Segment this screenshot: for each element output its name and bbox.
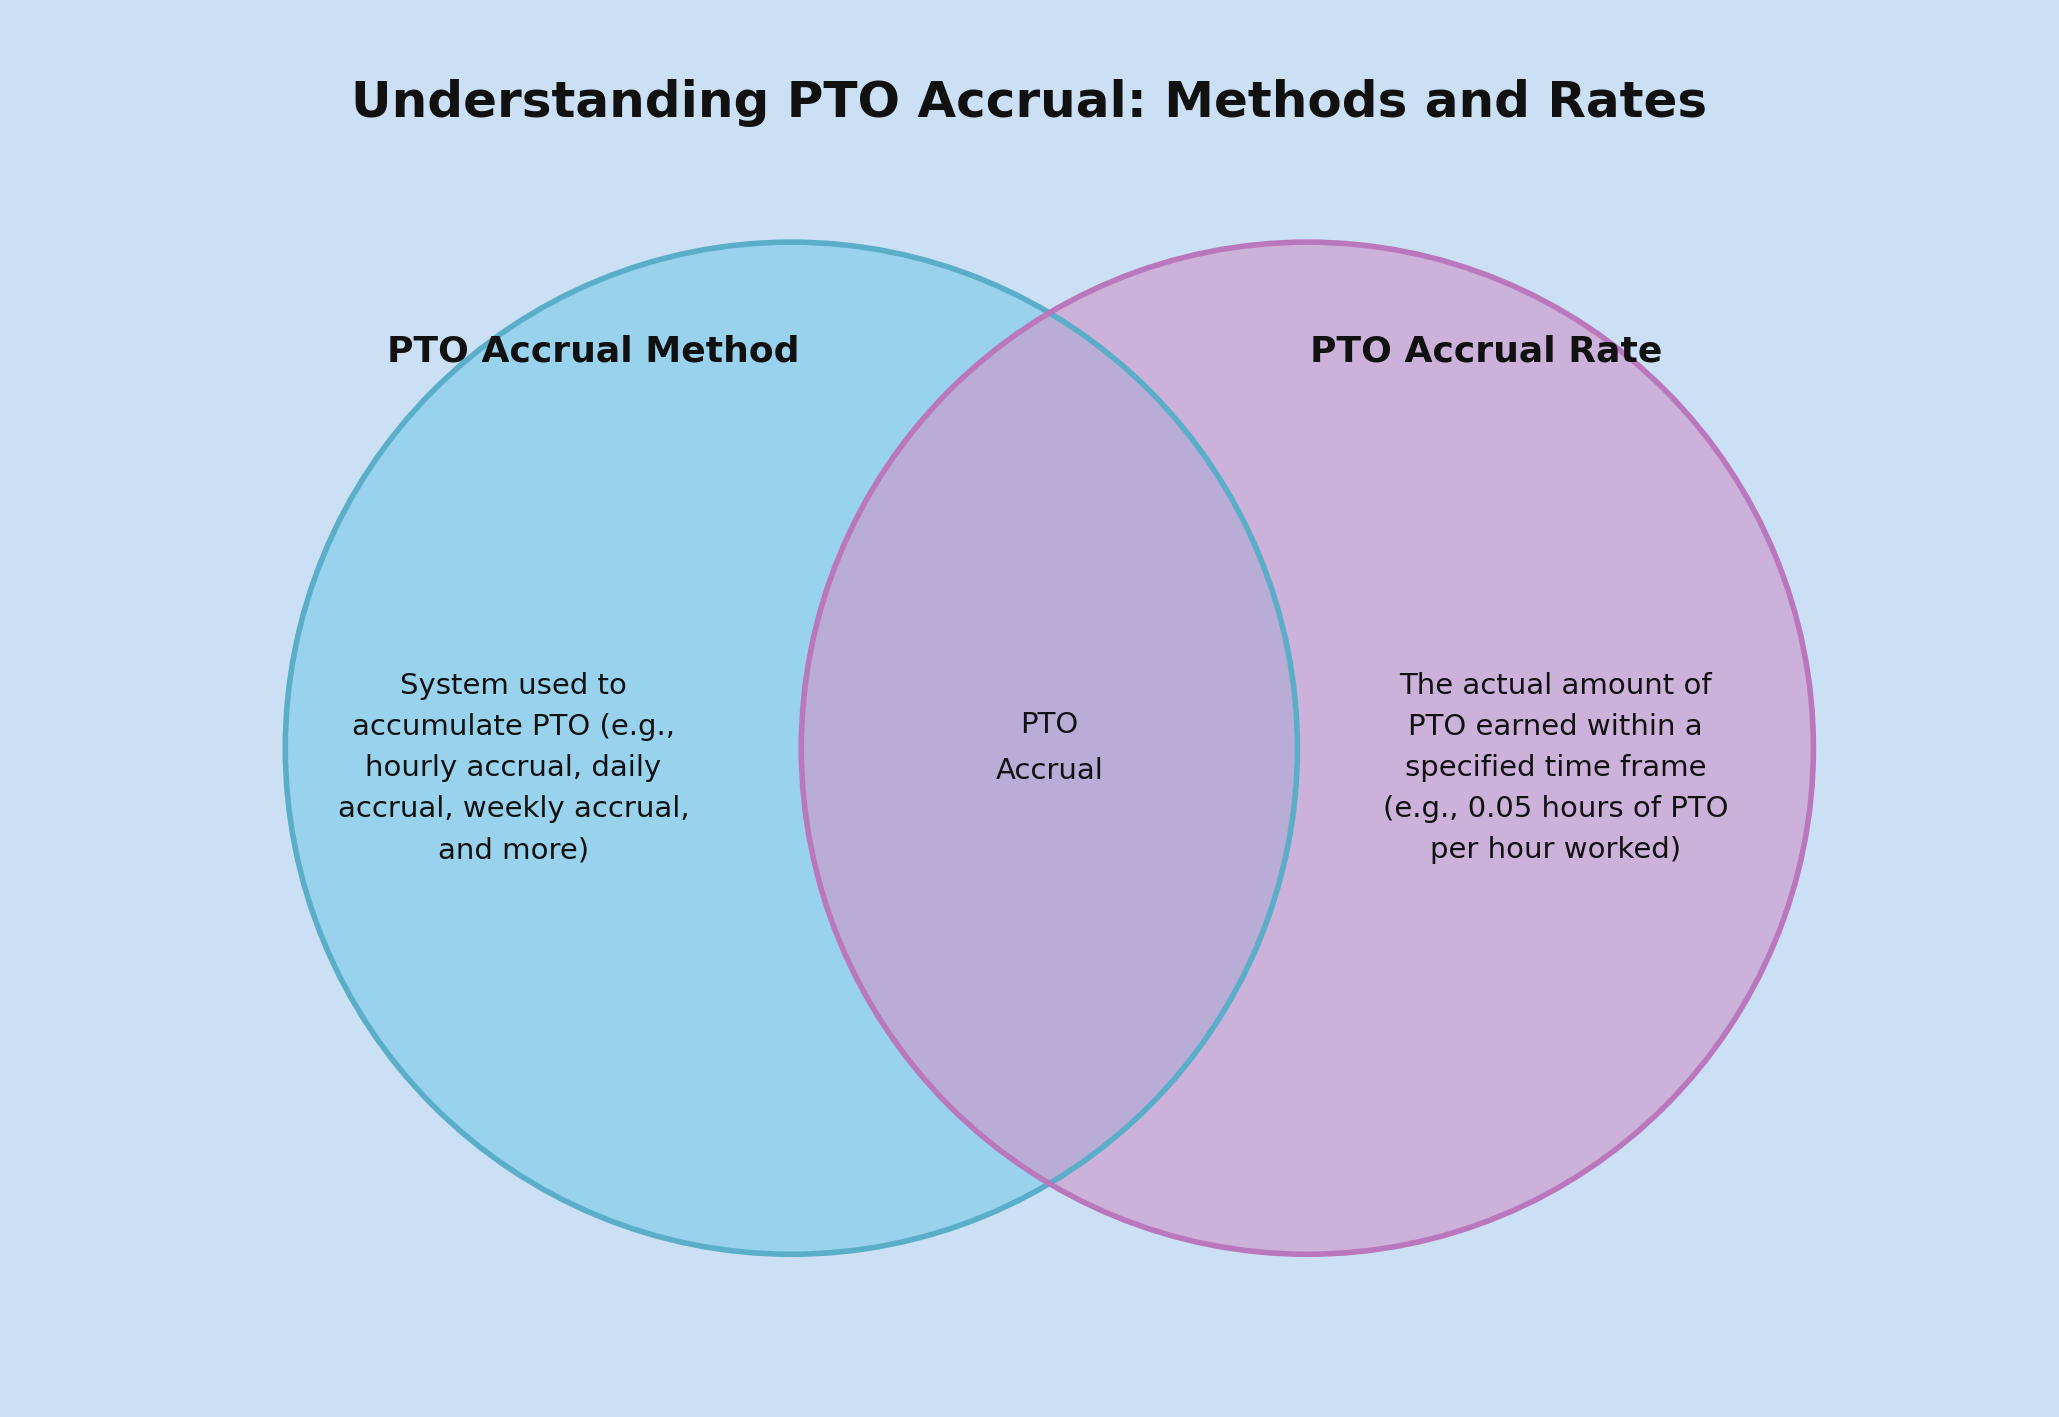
Text: The actual amount of
PTO earned within a
specified time frame
(e.g., 0.05 hours : The actual amount of PTO earned within a… (1384, 672, 1728, 864)
Text: PTO Accrual Rate: PTO Accrual Rate (1310, 334, 1662, 368)
Circle shape (801, 242, 1814, 1254)
Text: System used to
accumulate PTO (e.g.,
hourly accrual, daily
accrual, weekly accru: System used to accumulate PTO (e.g., hou… (338, 672, 690, 864)
Text: Understanding PTO Accrual: Methods and Rates: Understanding PTO Accrual: Methods and R… (352, 79, 1707, 128)
Circle shape (286, 242, 1297, 1254)
Text: PTO Accrual Method: PTO Accrual Method (387, 334, 799, 368)
Text: PTO
Accrual: PTO Accrual (994, 711, 1104, 785)
